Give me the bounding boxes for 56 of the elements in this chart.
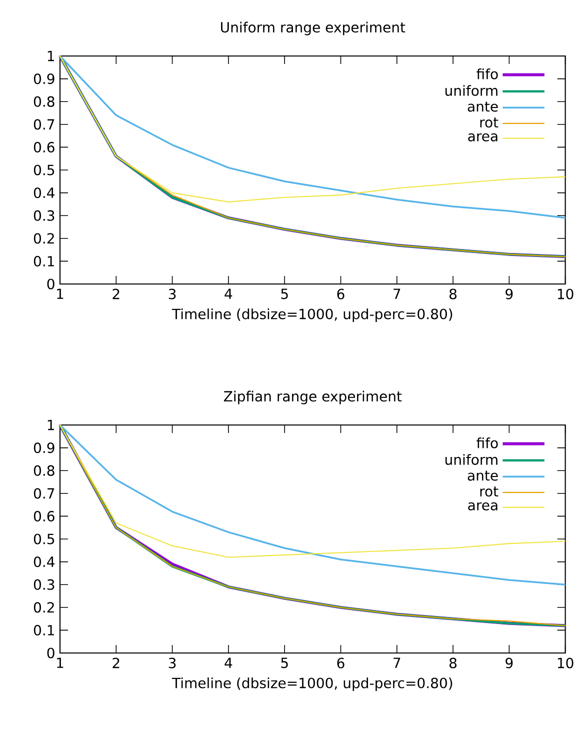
x-tick-label: 2 [112, 658, 120, 668]
y-tick-label: 0.6 [34, 510, 54, 522]
chart-title: Uniform range experiment [221, 22, 406, 36]
legend-label: rot [480, 118, 498, 128]
y-tick-label: 0.2 [34, 602, 54, 613]
x-tick-label: 4 [224, 658, 232, 668]
y-tick-label: 0.2 [34, 233, 54, 244]
legend-label: fifo [476, 437, 498, 448]
y-tick-label: 0 [47, 648, 54, 658]
legend-label: area [468, 133, 498, 142]
legend-label: area [468, 502, 498, 510]
y-tick-label: 0.3 [34, 579, 54, 590]
x-tick-label: 8 [450, 658, 457, 668]
legend-label: fifo [476, 68, 498, 80]
x-tick-label: 2 [112, 288, 120, 300]
x-tick-label: 10 [558, 288, 574, 300]
y-tick-label: 0.5 [34, 534, 54, 544]
y-tick-label: 0.5 [34, 164, 54, 176]
x-tick-label: 10 [558, 658, 574, 668]
y-tick-label: 0.4 [34, 187, 54, 198]
y-tick-label: 1 [48, 420, 54, 430]
x-axis-title: Timeline (dbsize=1000, upd-perc=0.80) [172, 677, 452, 691]
y-tick-label: 0.1 [34, 624, 54, 636]
y-tick-label: 0.3 [34, 210, 54, 221]
y-tick-label: 0.8 [34, 465, 54, 476]
x-tick-label: 5 [281, 658, 288, 668]
x-tick-label: 5 [281, 288, 288, 300]
legend-label: rot [480, 486, 498, 497]
y-tick-label: 0.7 [34, 119, 54, 130]
x-tick-label: 3 [168, 288, 176, 300]
x-tick-label: 7 [394, 658, 400, 668]
x-tick-label: 3 [168, 658, 176, 668]
legend-label: uniform [445, 85, 498, 96]
legend-label: ante [468, 470, 498, 481]
x-axis-title: Timeline (dbsize=1000, upd-perc=0.80) [172, 308, 452, 322]
x-tick-label: 4 [224, 288, 232, 299]
x-tick-label: 1 [57, 288, 64, 299]
x-tick-label: 1 [57, 658, 64, 668]
y-tick-label: 0 [47, 278, 54, 290]
y-tick-label: 0.1 [34, 256, 54, 266]
y-tick-label: 0.9 [34, 73, 54, 84]
y-tick-label: 0.6 [34, 142, 54, 152]
y-tick-label: 0.7 [34, 488, 54, 499]
chart-title: Zipfian range experiment [224, 390, 402, 404]
legend-label: uniform [445, 454, 498, 465]
x-tick-label: 7 [394, 288, 400, 299]
y-tick-label: 0.4 [34, 556, 54, 568]
y-tick-label: 0.9 [34, 442, 54, 454]
x-tick-label: 9 [506, 658, 513, 668]
legend-label: ante [468, 102, 498, 112]
x-tick-label: 6 [337, 658, 344, 668]
x-tick-label: 9 [506, 288, 513, 300]
x-tick-label: 8 [450, 288, 457, 300]
x-tick-label: 6 [337, 288, 344, 300]
y-tick-label: 1 [48, 50, 54, 62]
y-tick-label: 0.8 [34, 96, 54, 107]
